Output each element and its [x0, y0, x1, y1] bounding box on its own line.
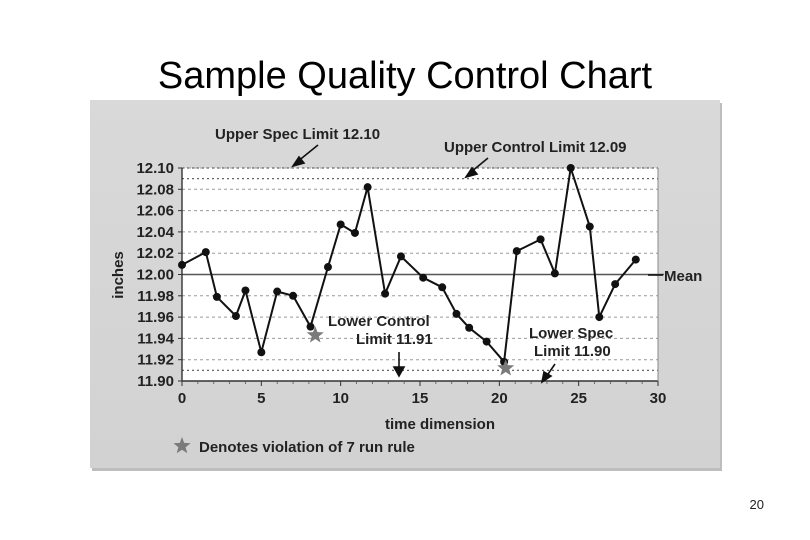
annotation-lsl-line2: Limit 11.90 — [534, 343, 611, 360]
data-point — [512, 247, 521, 256]
arrowhead-lsl — [540, 370, 553, 384]
x-tick-label: 25 — [570, 390, 587, 407]
data-point — [323, 263, 332, 272]
legend-star-icon — [173, 437, 191, 454]
x-tick-label: 20 — [491, 390, 508, 407]
data-point — [381, 289, 390, 298]
y-tick-label: 11.90 — [137, 373, 174, 390]
annotation-lsl-line1: Lower Spec — [529, 325, 613, 342]
y-tick-label: 12.00 — [136, 267, 174, 284]
x-tick-label: 10 — [332, 390, 349, 407]
x-tick-label: 5 — [257, 390, 265, 407]
data-point — [438, 283, 447, 292]
data-point — [273, 287, 282, 296]
y-tick-label: 11.96 — [137, 309, 174, 326]
y-tick-label: 12.08 — [136, 181, 174, 198]
x-tick-label: 0 — [178, 390, 186, 407]
legend-text: Denotes violation of 7 run rule — [199, 439, 415, 456]
data-point — [350, 228, 359, 237]
y-tick-label: 12.10 — [136, 160, 174, 177]
data-point — [611, 280, 620, 289]
annotation-mean: Mean — [664, 268, 702, 285]
data-point — [482, 337, 491, 346]
data-point — [201, 248, 210, 257]
annotation-lcl-line2: Limit 11.91 — [356, 331, 433, 348]
data-point — [585, 222, 594, 231]
data-point — [419, 273, 428, 282]
x-tick-label: 15 — [412, 390, 429, 407]
data-point — [289, 291, 298, 300]
violation-star — [497, 359, 515, 376]
arrowhead-lcl — [392, 366, 406, 378]
y-tick-label: 11.98 — [137, 288, 174, 305]
arrowhead-ucl — [464, 166, 479, 179]
y-tick-label: 12.02 — [136, 245, 174, 262]
slide-title: Sample Quality Control Chart — [157, 55, 653, 97]
y-tick-label: 12.06 — [136, 203, 174, 220]
y-tick-label: 11.92 — [137, 352, 174, 369]
y-tick-label: 11.94 — [137, 330, 174, 347]
data-point — [257, 348, 266, 357]
data-point — [452, 309, 461, 318]
data-point — [178, 260, 186, 269]
data-point — [465, 323, 474, 332]
y-tick-label: 12.04 — [136, 224, 174, 241]
y-axis-label: inches — [110, 251, 127, 299]
data-point — [241, 286, 250, 295]
violation-star — [306, 326, 324, 343]
data-point — [550, 269, 559, 278]
arrowhead-usl — [291, 155, 306, 168]
annotation-lcl-line1: Lower Control — [328, 313, 430, 330]
data-point — [306, 322, 315, 331]
data-point — [631, 255, 640, 264]
page-number: 20 — [749, 497, 764, 512]
data-point — [396, 252, 405, 261]
data-point — [566, 164, 575, 172]
annotation-usl: Upper Spec Limit 12.10 — [215, 126, 380, 143]
annotation-ucl: Upper Control Limit 12.09 — [444, 139, 627, 156]
data-point — [212, 292, 221, 301]
data-point — [595, 313, 604, 322]
data-point — [336, 220, 345, 229]
x-axis-label: time dimension — [385, 416, 495, 433]
data-point — [363, 183, 372, 192]
x-tick-label: 30 — [650, 390, 667, 407]
data-point — [231, 312, 240, 321]
data-point — [536, 235, 545, 244]
